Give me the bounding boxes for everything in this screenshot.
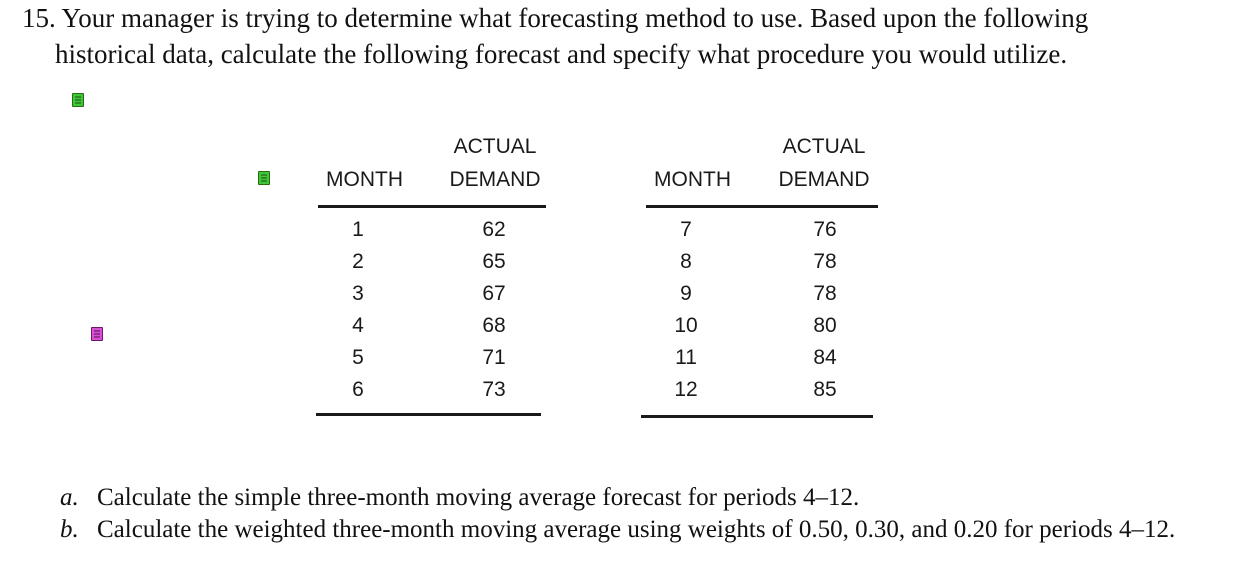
part-text: Calculate the simple three-month moving …: [97, 484, 860, 511]
demand-cell: 67: [482, 282, 506, 305]
demand-cell: 73: [482, 378, 506, 401]
demand-cell: 80: [813, 314, 837, 337]
demand-cell: 84: [813, 346, 837, 369]
demand-cell: 65: [482, 250, 506, 273]
sub-questions: a. Calculate the simple three-month movi…: [60, 482, 1230, 546]
month-cell: 4: [352, 314, 364, 337]
header-rule: [646, 205, 878, 208]
demand-cell: 76: [813, 218, 837, 241]
month-cell: 11: [675, 346, 697, 369]
footer-rule: [316, 413, 541, 416]
month-cell: 2: [352, 250, 364, 273]
month-cell: 12: [674, 378, 698, 401]
demand-cell: 62: [482, 218, 506, 241]
header-actual: ACTUAL: [453, 135, 537, 158]
month-cell: 1: [352, 218, 364, 241]
month-cell: 3: [352, 282, 364, 305]
month-cell: 8: [680, 250, 692, 273]
header-actual: ACTUAL: [782, 135, 866, 158]
month-cell: 6: [352, 378, 364, 401]
header-demand: DEMAND: [778, 168, 870, 191]
part-a: a. Calculate the simple three-month movi…: [60, 482, 1230, 514]
month-cell: 9: [680, 282, 692, 305]
header-month: MONTH: [654, 168, 731, 191]
problem-number: 15.: [22, 3, 56, 33]
demand-cell: 85: [813, 378, 837, 401]
demand-cell: 71: [482, 346, 506, 369]
month-cell: 10: [674, 314, 698, 337]
month-cell: 5: [352, 346, 364, 369]
month-cell: 7: [680, 218, 692, 241]
demand-cell: 68: [482, 314, 506, 337]
part-label: a.: [60, 484, 79, 511]
part-b: b. Calculate the weighted three-month mo…: [60, 514, 1207, 546]
problem-statement: 15. Your manager is trying to determine …: [22, 0, 1232, 72]
header-rule: [318, 205, 546, 208]
part-label: b.: [60, 516, 79, 543]
note-icon[interactable]: [91, 327, 103, 341]
header-demand: DEMAND: [449, 168, 541, 191]
note-icon[interactable]: [258, 171, 270, 185]
demand-cell: 78: [813, 250, 837, 273]
demand-cell: 78: [813, 282, 837, 305]
problem-line-1: Your manager is trying to determine what…: [61, 3, 1089, 33]
header-month: MONTH: [326, 168, 403, 191]
part-text: Calculate the weighted three-month movin…: [97, 516, 1176, 543]
footer-rule: [641, 415, 873, 418]
note-icon[interactable]: [72, 93, 84, 107]
problem-line-2: historical data, calculate the following…: [55, 39, 1068, 69]
